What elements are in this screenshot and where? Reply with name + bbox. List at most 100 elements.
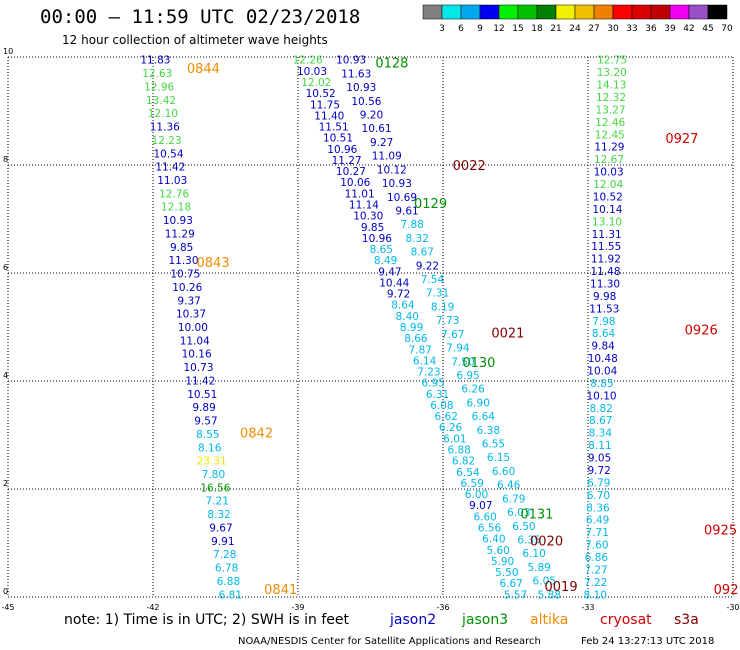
colorbar-swatch	[707, 4, 728, 20]
wave-height-value: 10.03	[297, 66, 327, 78]
wave-height-value: 7.60	[585, 540, 608, 552]
wave-height-value: 10.12	[377, 164, 407, 176]
wave-height-value: 11.01	[345, 188, 375, 200]
wave-height-value: 8.11	[588, 440, 611, 452]
wave-height-value: 9.07	[469, 500, 492, 512]
colorbar-label: 12	[493, 24, 504, 34]
colorbar-label: 18	[531, 24, 543, 34]
wave-height-value: 8.85	[590, 378, 613, 390]
wave-height-value: 12.23	[152, 135, 182, 147]
wave-height-value: 6.55	[482, 439, 505, 451]
wave-height-value: 11.42	[185, 375, 215, 387]
wave-height-value: 10.93	[346, 82, 376, 94]
footer-timestamp: Feb 24 13:27:13 UTC 2018	[581, 636, 715, 647]
wave-height-value: 10.75	[170, 269, 200, 281]
wave-height-value: 8.19	[431, 301, 454, 313]
sat-legend-jason3: jason3	[462, 612, 509, 628]
wave-height-value: 6.01	[443, 433, 466, 445]
wave-height-value: 11.27	[332, 155, 362, 167]
wave-height-value: 6.60	[492, 466, 515, 478]
colorbar-label: 3	[439, 24, 445, 34]
wave-height-value: 12.67	[594, 154, 624, 166]
wave-height-value: 13.27	[596, 104, 626, 116]
wave-height-value: 11.30	[590, 278, 620, 290]
wave-height-value: 10.93	[163, 215, 193, 227]
pass-time-label: 0927	[665, 132, 698, 147]
wave-height-value: 10.51	[187, 389, 217, 401]
wave-height-value: 11.14	[349, 199, 379, 211]
note-text: note: 1) Time is in UTC; 2) SWH is in fe…	[64, 612, 350, 628]
wave-height-value: 12.76	[159, 188, 189, 200]
wave-height-value: 6.10	[522, 548, 545, 560]
wave-height-value: 8.67	[589, 415, 612, 427]
wave-height-value: 6.82	[452, 456, 475, 468]
pass-time-label: 092	[714, 583, 739, 598]
y-tick-label: 8	[3, 155, 8, 164]
wave-height-value: 11.31	[592, 229, 622, 241]
page-title: 00:00 – 11:59 UTC 02/23/2018	[40, 6, 361, 28]
wave-height-value: 6.79	[587, 477, 610, 489]
wave-height-value: 7.88	[400, 219, 423, 231]
x-tick-label: -36	[436, 603, 449, 612]
colorbar-label: 9	[477, 24, 483, 34]
colorbar-label: 6	[458, 24, 464, 34]
pass-time-label: 0843	[197, 256, 230, 271]
wave-height-value: 8.64	[592, 328, 616, 340]
pass-time-label: 0128	[375, 56, 408, 71]
pass-time-label: 0925	[704, 524, 737, 539]
pass-time-label: 0844	[187, 62, 220, 77]
colorbar-label: 21	[550, 24, 561, 34]
colorbar-label: 30	[607, 24, 619, 34]
wave-height-value: 5.90	[491, 556, 514, 568]
wave-height-value: 11.63	[341, 68, 371, 80]
wave-height-value: 11.83	[140, 55, 170, 67]
wave-height-value: 6.54	[456, 467, 480, 479]
wave-height-value: 6.90	[467, 397, 490, 409]
x-tick-label: -39	[291, 603, 304, 612]
wave-height-value: 10.54	[153, 148, 183, 160]
wave-height-value: 16.56	[200, 482, 230, 494]
wave-height-value: 8.64	[391, 300, 415, 312]
wave-height-value: 13.10	[592, 216, 622, 228]
wave-height-value: 5.60	[486, 545, 509, 557]
wave-height-value: 10.52	[306, 88, 336, 100]
colorbar-label: 27	[588, 24, 599, 34]
wave-height-value: 10.93	[336, 55, 366, 67]
wave-height-value: 6.86	[585, 552, 609, 564]
wave-height-value: 9.89	[192, 402, 215, 414]
wave-height-value: 9.67	[209, 522, 232, 534]
wave-height-value: 8.32	[207, 509, 230, 521]
wave-height-value: 10.96	[362, 233, 392, 245]
wave-height-value: 6.88	[217, 576, 240, 588]
wave-height-value: 6.05	[533, 576, 556, 588]
wave-height-value: 13.42	[146, 95, 176, 107]
y-tick-label: 10	[3, 47, 13, 56]
wave-height-value: 8.16	[198, 442, 222, 454]
x-tick-label: -33	[581, 603, 594, 612]
wave-height-value: 9.27	[370, 137, 393, 149]
wave-height-value: 11.53	[589, 303, 619, 315]
wave-height-value: 8.99	[400, 322, 423, 334]
wave-height-value: 10.44	[379, 277, 409, 289]
pass-time-label: 0129	[414, 197, 447, 212]
wave-height-value: 7.54	[421, 274, 445, 286]
wave-height-value: 9.20	[360, 110, 383, 122]
colorbar-label: 45	[702, 24, 713, 34]
wave-height-value: 6.95	[456, 370, 479, 382]
wave-height-map: 0 2 4 6 8 10 -45 -42 -39 -36 -33 -30 11.8312.6312.96…	[1, 47, 739, 612]
sat-legend-s3a: s3a	[674, 612, 699, 628]
page-subtitle: 12 hour collection of altimeter wave hei…	[62, 33, 328, 47]
pass-time-label: 0926	[685, 324, 718, 339]
wave-height-value: 7.98	[592, 316, 615, 328]
wave-height-value: 9.05	[588, 453, 611, 465]
pass-time-label: 0020	[530, 534, 563, 549]
x-tick-label: -42	[146, 603, 159, 612]
wave-height-value: 8.67	[411, 247, 434, 259]
wave-height-value: 10.56	[351, 96, 381, 108]
wave-height-value: 6.88	[448, 445, 471, 457]
wave-height-value: 6.59	[461, 478, 484, 490]
wave-height-value: 6.50	[512, 521, 535, 533]
wave-height-value: 7.94	[446, 343, 470, 355]
wave-height-value: 9.91	[211, 536, 234, 548]
